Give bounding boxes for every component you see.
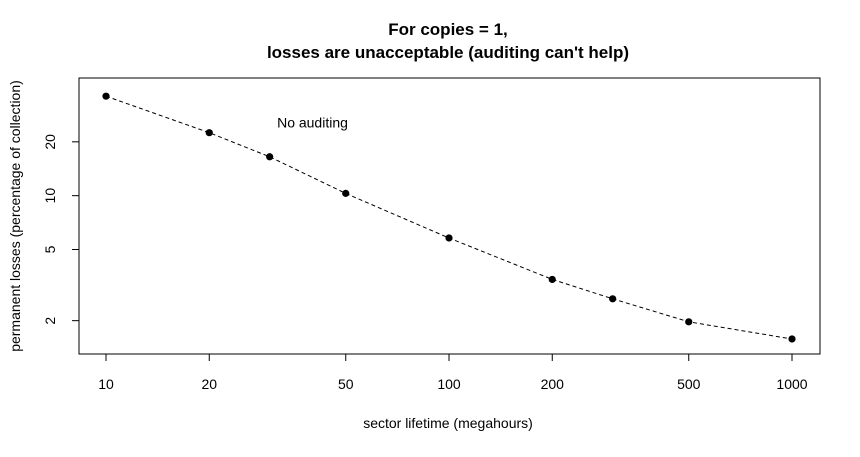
x-tick-label: 500 — [677, 376, 701, 392]
y-axis-label: permanent losses (percentage of collecti… — [7, 80, 23, 352]
data-point — [609, 295, 617, 303]
y-axis: 2 5 10 20 — [42, 134, 80, 325]
data-point — [445, 234, 453, 242]
data-point — [685, 318, 693, 326]
data-point — [205, 129, 213, 137]
data-point — [102, 92, 110, 100]
y-tick-label: 5 — [42, 245, 58, 253]
data-point — [342, 189, 350, 197]
data-point — [548, 275, 556, 284]
x-axis: 10 20 50 100 200 500 1000 — [98, 353, 808, 392]
y-tick-label: 10 — [42, 188, 58, 204]
chart-title-line-2: losses are unacceptable (auditing can't … — [267, 43, 629, 62]
chart-title-line-1: For copies = 1, — [388, 20, 508, 39]
data-point — [266, 153, 274, 161]
x-tick-label: 100 — [437, 376, 461, 392]
y-tick-label: 2 — [42, 317, 58, 325]
annotation-no-auditing: No auditing — [277, 115, 348, 131]
y-tick-label: 20 — [42, 134, 58, 150]
annotation-layer: No auditing — [277, 115, 348, 131]
x-tick-label: 50 — [338, 376, 354, 392]
data-point — [788, 335, 796, 343]
series-layer — [102, 92, 796, 343]
plot-frame — [78, 77, 821, 355]
x-tick-label: 200 — [541, 376, 565, 392]
x-tick-label: 1000 — [776, 376, 807, 392]
x-tick-label: 20 — [201, 376, 217, 392]
x-axis-label: sector lifetime (megahours) — [363, 415, 533, 431]
x-tick-label: 10 — [98, 376, 114, 392]
